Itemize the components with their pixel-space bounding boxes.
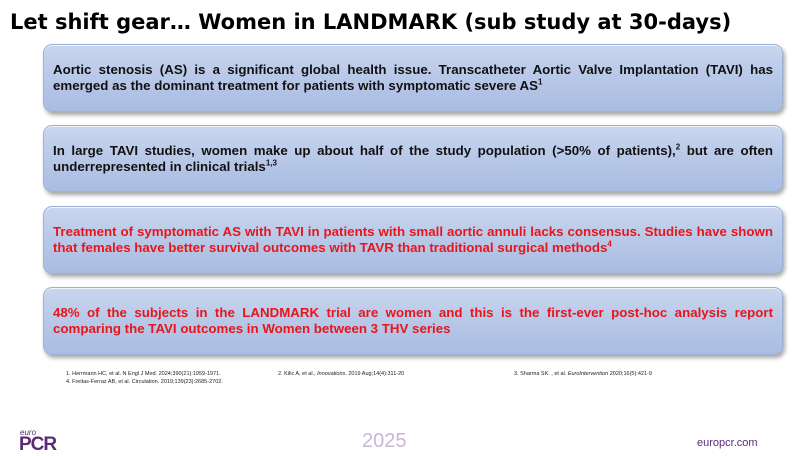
logo-pcr-text: PCR — [19, 434, 57, 455]
footer-website-link[interactable]: europcr.com — [697, 437, 758, 449]
reference-3: 3. Sharma SK. , et al. EuroIntervention … — [514, 371, 652, 377]
logo-euro-text: euro — [20, 428, 37, 437]
reference-4: 4. Freitas-Ferraz AB, et al. Circulation… — [66, 379, 223, 385]
slide-title: Let shift gear… Women in LANDMARK (sub s… — [10, 10, 732, 34]
info-box-3: Treatment of symptomatic AS with TAVI in… — [43, 206, 783, 274]
info-box-4: 48% of the subjects in the LANDMARK tria… — [43, 287, 783, 355]
reference-1: 1. Herrmann HC, et al. N Engl J Med. 202… — [66, 371, 221, 377]
info-box-4-text: 48% of the subjects in the LANDMARK tria… — [53, 305, 773, 336]
footer-year: 2025 — [362, 430, 407, 452]
info-box-1: Aortic stenosis (AS) is a significant gl… — [43, 44, 783, 112]
info-box-2-text: In large TAVI studies, women make up abo… — [53, 142, 774, 174]
info-box-2: In large TAVI studies, women make up abo… — [43, 125, 783, 192]
info-box-3-text: Treatment of symptomatic AS with TAVI in… — [53, 224, 773, 255]
reference-2: 2. Kilic A, et al., Innovations. 2019 Au… — [278, 371, 405, 377]
info-box-1-text: Aortic stenosis (AS) is a significant gl… — [53, 62, 773, 93]
europcr-logo: euro PCR — [19, 428, 79, 455]
